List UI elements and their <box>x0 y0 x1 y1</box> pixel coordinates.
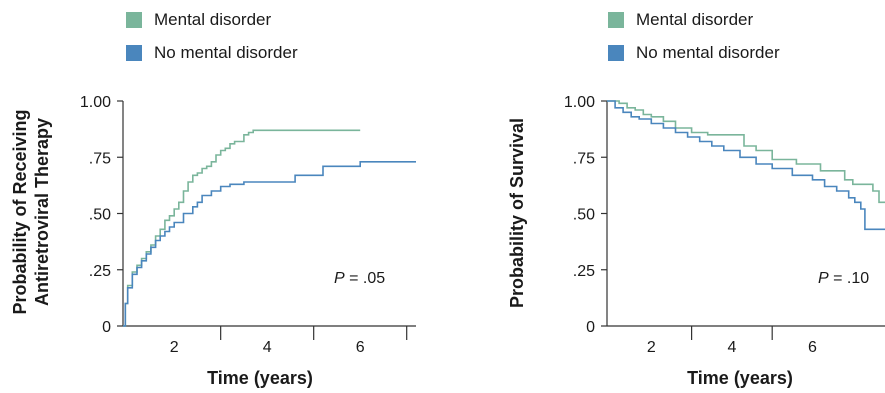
chart-right: Mental disorder No mental disorder Proba… <box>470 0 885 393</box>
chart-left: Mental disorder No mental disorder Proba… <box>0 0 440 393</box>
y-tick-label: 1.00 <box>564 94 595 111</box>
x-tick-label: 2 <box>647 339 656 356</box>
p-value-label: P = .10 <box>818 270 869 287</box>
legend-item-no-mental: No mental disorder <box>608 43 780 63</box>
plot-area-right: Probability of Survival Time (years) P =… <box>507 94 885 388</box>
x-tick-label: 6 <box>808 339 817 356</box>
legend-item-mental: Mental disorder <box>126 10 271 30</box>
y-tick-label: 0 <box>586 319 595 336</box>
legend-label-no-mental: No mental disorder <box>154 43 298 62</box>
y-tick-label: .75 <box>573 150 595 167</box>
x-tick-label: 6 <box>356 339 365 356</box>
legend-label-mental: Mental disorder <box>636 10 754 29</box>
legend-item-no-mental: No mental disorder <box>126 43 298 63</box>
legend-swatch-no-mental <box>608 45 624 61</box>
series-line-mental-disorder <box>123 129 361 327</box>
legend-swatch-mental <box>608 12 624 28</box>
y-axis-title: Probability of Receiving <box>10 109 30 314</box>
x-tick-label: 4 <box>263 339 272 356</box>
legend-swatch-no-mental <box>126 45 142 61</box>
legend-label-mental: Mental disorder <box>154 10 272 29</box>
y-tick-label: .50 <box>89 207 111 224</box>
y-tick-label: 0 <box>102 319 111 336</box>
legend-label-no-mental: No mental disorder <box>636 43 780 62</box>
series-line-no-mental-disorder <box>123 161 416 327</box>
series-line-mental-disorder <box>607 100 885 204</box>
y-axis-title-line2: Antiretroviral Therapy <box>32 118 52 306</box>
y-tick-label: .25 <box>573 263 595 280</box>
x-tick-label: 2 <box>170 339 179 356</box>
y-tick-label: .75 <box>89 150 111 167</box>
y-tick-label: 1.00 <box>80 94 111 111</box>
legend-item-mental: Mental disorder <box>608 10 753 30</box>
legend-swatch-mental <box>126 12 142 28</box>
y-tick-label: .50 <box>573 207 595 224</box>
x-axis-title: Time (years) <box>687 368 793 388</box>
x-axis-title: Time (years) <box>207 368 313 388</box>
y-tick-label: .25 <box>89 263 111 280</box>
x-tick-label: 4 <box>727 339 736 356</box>
series-line-no-mental-disorder <box>607 100 885 231</box>
y-axis-title: Probability of Survival <box>507 118 527 308</box>
p-value-label: P = .05 <box>334 270 385 287</box>
plot-area-left: Probability of Receiving Antiretroviral … <box>10 94 416 388</box>
